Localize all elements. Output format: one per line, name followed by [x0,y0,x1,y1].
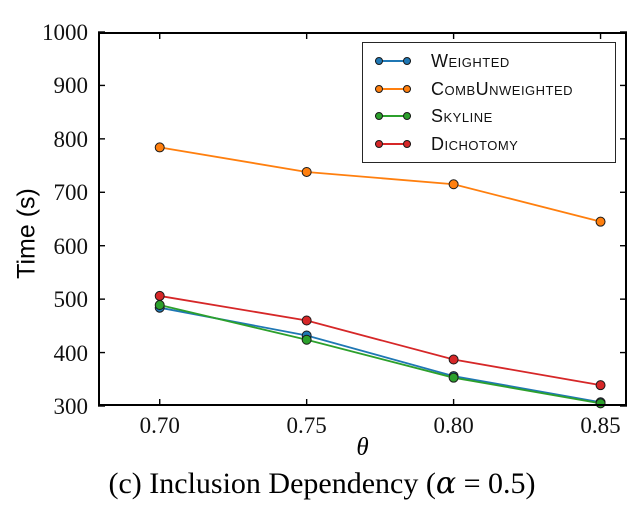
legend-marker-icon [403,56,411,65]
y-tick-label: 800 [53,126,89,152]
legend-line-sample [375,112,411,121]
chart-canvas [98,31,627,409]
x-tick-label: 0.70 [139,413,180,438]
legend-line [375,59,411,62]
legend-marker-icon [375,84,383,93]
legend-marker-icon [403,140,411,149]
legend-label: Weighted [431,50,510,71]
legend-line [375,87,411,90]
legend-marker-icon [403,84,411,93]
data-point-skyline [154,300,165,311]
y-tick-label: 500 [53,287,89,313]
x-tick-label: 0.85 [580,413,621,438]
legend-marker-icon [375,112,383,121]
legend-item-weighted: Weighted [375,47,607,74]
x-tick-label: 0.80 [433,413,474,438]
legend-item-combunweighted: CombUnweighted [375,75,607,102]
series-line-skyline [159,304,601,405]
data-point-skyline [448,372,459,383]
legend-box: Weighted CombUnweighted Skyline Dichotomy [362,42,616,163]
figure-caption: (c) Inclusion Dependency (α = 0.5) [0,466,644,501]
legend-label: Skyline [431,106,493,127]
y-tick-label: 1000 [42,20,88,45]
legend-line [375,143,411,146]
legend-marker-icon [375,56,383,65]
series-line-weighted [159,306,601,404]
data-point-combunweighted [301,166,312,177]
legend-line-sample [375,56,411,65]
legend-marker-icon [375,140,383,149]
series-line-combunweighted [159,146,601,223]
x-axis-label: θ [356,434,369,461]
y-tick-label: 700 [53,180,89,206]
caption-prefix: (c) Inclusion Dependency ( [108,467,436,500]
data-point-skyline [595,398,606,409]
data-point-combunweighted [448,179,459,190]
legend-line-sample [375,140,411,149]
axes-frame [98,32,627,406]
legend-item-skyline: Skyline [375,103,607,130]
legend-line [375,115,411,118]
y-tick-label: 300 [53,394,89,419]
legend-item-dichotomy: Dichotomy [375,131,607,158]
legend-line-sample [375,84,411,93]
data-point-combunweighted [595,216,606,227]
legend-label: Dichotomy [431,134,519,155]
y-tick-label: 400 [53,340,89,366]
data-point-dichotomy [154,290,165,301]
data-point-skyline [301,334,312,345]
y-tick-label: 900 [53,73,89,99]
legend-label: CombUnweighted [431,78,574,99]
data-point-dichotomy [301,315,312,326]
series-line-dichotomy [159,295,601,387]
plot-area: Weighted CombUnweighted Skyline Dichotomy [98,31,627,409]
data-point-combunweighted [154,142,165,153]
legend-marker-icon [403,112,411,121]
x-tick-label: 0.75 [286,413,327,438]
y-tick-label: 600 [53,233,89,259]
data-point-dichotomy [448,354,459,365]
caption-alpha-symbol: α [435,466,457,501]
data-point-dichotomy [595,380,606,391]
caption-suffix: = 0.5) [456,467,536,500]
